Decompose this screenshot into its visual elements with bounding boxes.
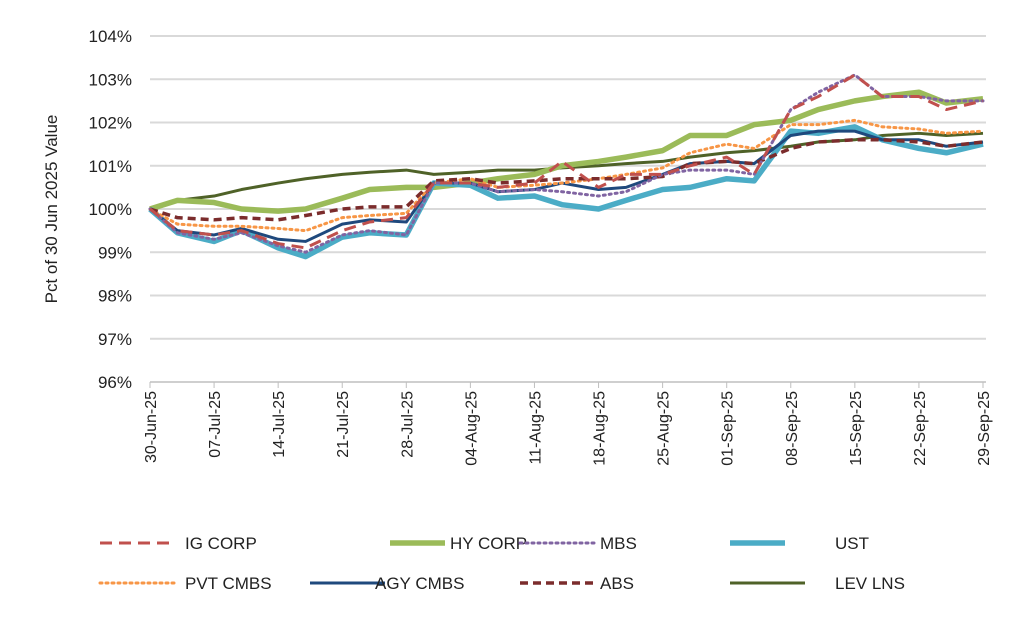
y-tick-label: 96% — [98, 373, 132, 392]
x-tick-label: 11-Aug-25 — [527, 391, 544, 465]
legend-label: ABS — [600, 574, 634, 593]
x-tick-label: 22-Sep-25 — [912, 391, 929, 466]
y-tick-label: 100% — [89, 200, 132, 219]
legend-label: AGY CMBS — [375, 574, 464, 593]
legend-label: UST — [835, 534, 869, 553]
x-tick-label: 25-Aug-25 — [656, 391, 673, 466]
x-tick-label: 15-Sep-25 — [848, 391, 865, 466]
legend-label: HY CORP — [450, 534, 527, 553]
series-line-ust — [148, 124, 984, 260]
y-tick-label: 99% — [98, 243, 132, 262]
x-tick-label: 04-Aug-25 — [463, 391, 480, 466]
gridlines — [150, 35, 986, 340]
legend-label: IG CORP — [185, 534, 257, 553]
y-tick-label: 101% — [89, 157, 132, 176]
series-lines — [148, 73, 985, 260]
y-tick-label: 103% — [89, 70, 132, 89]
x-tick-label: 28-Jul-25 — [399, 391, 416, 458]
series-line-agy-cmbs — [149, 129, 984, 243]
x-tick-label: 30-Jun-25 — [143, 391, 160, 463]
series-line-hy-corp — [149, 89, 984, 214]
legend: IG CORP HY CORP MBS UST PVT CMBS AGY CMBS ABS L… — [98, 534, 905, 593]
y-tick-label: 98% — [98, 287, 132, 306]
series-line-lev-lns — [149, 131, 984, 211]
y-axis-ticks: 96% 97% 98% 99% 100% 101% 102% 103% 104% — [89, 27, 132, 392]
y-tick-label: 97% — [98, 330, 132, 349]
x-tick-label: 21-Jul-25 — [335, 391, 352, 458]
x-tick-label: 08-Sep-25 — [784, 391, 801, 466]
y-tick-label: 102% — [89, 114, 132, 133]
y-tick-label: 104% — [89, 27, 132, 46]
x-tick-label: 18-Aug-25 — [592, 391, 609, 466]
x-tick-label: 29-Sep-25 — [976, 391, 993, 466]
x-tick-label: 07-Jul-25 — [207, 391, 224, 458]
legend-label: PVT CMBS — [185, 574, 272, 593]
legend-label: LEV LNS — [835, 574, 905, 593]
series-line-mbs — [148, 73, 985, 254]
legend-label: MBS — [600, 534, 637, 553]
x-axis: 30-Jun-25 07-Jul-25 14-Jul-25 21-Jul-25 28-J… — [143, 381, 993, 466]
x-tick-label: 14-Jul-25 — [271, 391, 288, 458]
series-line-pvt-cmbs — [148, 118, 985, 233]
y-axis-title: Pct of 30 Jun 2025 Value — [42, 115, 61, 304]
x-tick-label: 01-Sep-25 — [720, 391, 737, 466]
